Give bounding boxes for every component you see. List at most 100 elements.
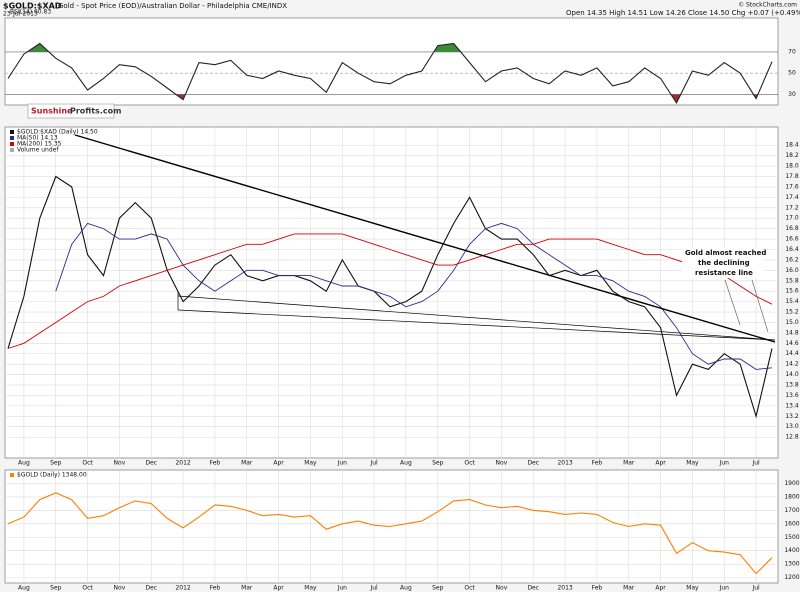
x-tick-label: Jul xyxy=(369,585,378,592)
y-tick-label: 1900 xyxy=(784,480,799,487)
x-tick-label: Mar xyxy=(623,460,635,467)
x-tick-label: Dec xyxy=(527,460,539,467)
legend-swatch xyxy=(10,148,14,152)
x-tick-label: Apr xyxy=(655,585,666,592)
legend-swatch xyxy=(10,136,14,140)
support-line xyxy=(177,295,776,341)
y-tick-label: 1300 xyxy=(784,561,799,568)
logo-part: Profits.com xyxy=(70,107,121,116)
x-tick-label: 2012 xyxy=(175,460,190,467)
y-tick-label: 14.8 xyxy=(785,329,799,336)
y-tick-label: 30 xyxy=(788,91,796,98)
x-tick-label: 2013 xyxy=(557,460,572,467)
y-tick-label: 17.8 xyxy=(785,173,799,180)
arrow xyxy=(751,279,769,333)
y-tick-label: 15.6 xyxy=(785,288,799,295)
y-tick-label: 12.8 xyxy=(785,434,799,441)
x-tick-label: Nov xyxy=(114,460,126,467)
series-line xyxy=(7,233,773,349)
price-panel xyxy=(4,126,779,459)
y-tick-label: 13.2 xyxy=(785,413,799,420)
x-tick-label: Jul xyxy=(751,460,760,467)
x-tick-label: Oct xyxy=(464,460,475,467)
annotation: Gold almost reached xyxy=(685,249,766,257)
y-tick-label: 16.2 xyxy=(785,256,799,263)
legend-label: $GOLD (Daily) 1348.00 xyxy=(17,472,87,479)
arrow xyxy=(724,279,741,326)
y-tick-label: 15.8 xyxy=(785,277,799,284)
legend-label: MA(50) 14.13 xyxy=(17,135,58,142)
y-tick-label: 18.4 xyxy=(785,142,799,149)
x-tick-label: Nov xyxy=(496,585,508,592)
y-tick-label: 16.8 xyxy=(785,225,799,232)
plot-layer: 30 50 70 RSI(14) 60.83 Aug Sep Oct Nov Dec 2012 Fe… xyxy=(5,9,800,592)
y-tick-label: 18.2 xyxy=(785,152,799,159)
x-tick-label: Aug xyxy=(400,585,412,592)
x-tick-label: Feb xyxy=(210,585,221,592)
x-tick-label: May xyxy=(304,585,317,592)
y-tick-label: 1500 xyxy=(784,534,799,541)
title: $GOLD:$XAD xyxy=(3,2,62,11)
x-tick-label: May xyxy=(686,585,699,592)
logo-part: Sunshine xyxy=(31,107,73,116)
y-tick-label: 15.4 xyxy=(785,298,799,305)
annotation: the declining xyxy=(698,259,750,267)
x-tick-label: May xyxy=(686,460,699,467)
y-tick-label: 14.2 xyxy=(785,361,799,368)
x-tick-label: Dec xyxy=(145,585,157,592)
x-tick-label: May xyxy=(304,460,317,467)
x-tick-label: Feb xyxy=(210,460,221,467)
x-tick-label: Dec xyxy=(527,585,539,592)
y-tick-label: 14.0 xyxy=(785,371,799,378)
x-tick-label: Mar xyxy=(241,460,253,467)
x-tick-label: Jul xyxy=(751,585,760,592)
x-tick-label: Nov xyxy=(114,585,126,592)
x-tick-label: 2012 xyxy=(175,585,190,592)
x-tick-label: Sep xyxy=(50,460,62,467)
y-tick-label: 14.4 xyxy=(785,350,799,357)
x-tick-label: Oct xyxy=(82,460,93,467)
legend-label: RSI(14) 60.83 xyxy=(10,9,51,16)
y-tick-label: 16.6 xyxy=(785,236,799,243)
x-tick-label: Aug xyxy=(18,585,30,592)
y-tick-label: 1600 xyxy=(784,520,799,527)
y-tick-label: 16.4 xyxy=(785,246,799,253)
y-tick-label: 13.4 xyxy=(785,402,799,409)
legend-label: $GOLD:$XAD (Daily) 14.50 xyxy=(17,129,98,136)
trend-lines xyxy=(74,134,776,343)
x-tick-label: Dec xyxy=(145,460,157,467)
legend-swatch xyxy=(10,142,14,146)
x-tick-label: Jun xyxy=(337,460,348,467)
annotation: resistance line xyxy=(695,269,753,277)
y-tick-label: 17.4 xyxy=(785,194,799,201)
date: 23-Jul-2013 xyxy=(3,11,38,18)
x-tick-label: Sep xyxy=(432,460,444,467)
quote: Open 14.35 High 14.51 Low 14.26 Close 14… xyxy=(566,9,800,17)
y-tick-label: 1700 xyxy=(784,507,799,514)
credit: © StockCharts.com xyxy=(738,2,797,9)
legend-label: MA(200) 15.35 xyxy=(17,141,62,148)
y-tick-label: 14.6 xyxy=(785,340,799,347)
y-tick-label: 18.0 xyxy=(785,163,799,170)
y-tick-label: 70 xyxy=(788,48,796,55)
y-tick-label: 17.2 xyxy=(785,204,799,211)
legend-label: Volume undef xyxy=(17,147,59,154)
y-tick-label: 15.0 xyxy=(785,319,799,326)
y-tick-label: 13.8 xyxy=(785,382,799,389)
y-tick-label: 1200 xyxy=(784,574,799,581)
support-line xyxy=(177,309,776,341)
legend-swatch xyxy=(10,130,14,134)
series-line xyxy=(7,42,773,105)
x-tick-label: Feb xyxy=(592,460,603,467)
x-tick-label: 2013 xyxy=(557,585,572,592)
x-tick-label: Jun xyxy=(719,585,730,592)
logo-box xyxy=(27,103,115,119)
series-line xyxy=(7,492,773,575)
y-tick-label: 1400 xyxy=(784,547,799,554)
y-tick-label: 15.2 xyxy=(785,309,799,316)
x-tick-label: Mar xyxy=(623,585,635,592)
rsi-panel xyxy=(4,17,779,106)
subtitle: Gold - Spot Price (EOD)/Australian Dolla… xyxy=(58,2,287,10)
x-tick-label: Jul xyxy=(369,460,378,467)
